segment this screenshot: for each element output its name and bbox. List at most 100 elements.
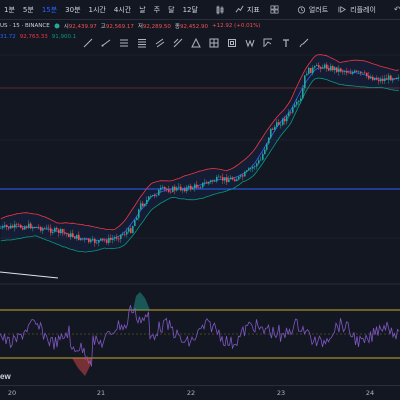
candle-body	[368, 75, 370, 79]
ohlc-open: 시92,439.97	[63, 24, 97, 30]
candle-body	[180, 186, 182, 191]
candle-body	[218, 176, 220, 178]
candle-body	[56, 227, 58, 230]
projection-tool[interactable]	[260, 35, 276, 51]
candle-body	[382, 79, 384, 82]
trendline-icon	[83, 38, 93, 48]
indicators-button[interactable]: 지표	[230, 0, 265, 20]
chart-type-button[interactable]	[210, 0, 230, 20]
ohlc-low: 저92,289.50	[137, 24, 171, 30]
drawn-trendline[interactable]	[0, 271, 59, 279]
candle-body	[230, 177, 232, 180]
candle-body	[356, 70, 358, 72]
timeframe-4h[interactable]: 4시간	[113, 5, 132, 14]
timeframe-12month[interactable]: 12달	[182, 5, 198, 14]
timeframe-5m[interactable]: 5분	[22, 5, 34, 14]
candle-body	[192, 188, 194, 190]
candle-body	[296, 101, 298, 105]
candle-body	[8, 227, 10, 229]
candle-body	[68, 233, 70, 238]
candle-body	[258, 160, 260, 164]
candle-body	[236, 179, 238, 182]
candle-body	[148, 196, 150, 201]
candle-body	[340, 68, 342, 72]
xabcd-pattern-icon	[245, 39, 255, 48]
timeframe-1h[interactable]: 1시간	[88, 5, 106, 14]
fib-tool[interactable]	[134, 35, 150, 51]
candle-body	[372, 77, 374, 81]
candle-body	[388, 75, 390, 80]
replay-button[interactable]: 리플레이	[333, 0, 381, 20]
candle-body	[272, 128, 274, 130]
horizontal-lines-tool[interactable]	[116, 35, 132, 51]
candle-body	[298, 100, 300, 102]
candle-body	[324, 64, 326, 68]
candles	[0, 62, 400, 247]
candle-body	[328, 68, 330, 71]
candle-body	[142, 203, 144, 206]
timeframe-30m[interactable]: 30분	[65, 5, 81, 14]
text-tool[interactable]	[278, 35, 294, 51]
candle-body	[198, 187, 200, 189]
timeframe-week[interactable]: 주	[153, 5, 161, 14]
candle-body	[30, 223, 32, 229]
layout-button[interactable]	[265, 0, 284, 20]
symbol-name[interactable]: US · 15 · BINANCE	[0, 23, 50, 29]
timeframe-month[interactable]: 달	[168, 5, 175, 14]
ohlc-close: 종92,452.90	[174, 24, 208, 30]
candle-body	[50, 228, 52, 233]
frame-icon	[228, 39, 236, 47]
channel-tool[interactable]	[152, 35, 168, 51]
tradingview-logo[interactable]: ew	[0, 372, 11, 381]
candle-body	[26, 226, 28, 228]
candle-body	[314, 66, 316, 68]
pitchfork-tool[interactable]	[170, 35, 186, 51]
candles-icon	[216, 5, 224, 14]
candle-body	[270, 128, 272, 138]
timeframe-1m[interactable]: 1분	[4, 5, 15, 14]
ohlc-high: 고92,569.17	[100, 24, 134, 30]
timeframe-day[interactable]: 날	[139, 5, 146, 14]
triangle-tool[interactable]	[188, 35, 204, 51]
candle-body	[300, 98, 302, 101]
indicators-label: 지표	[246, 5, 260, 14]
pattern-tool[interactable]	[242, 35, 258, 51]
candle-body	[110, 237, 112, 240]
candle-body	[246, 170, 248, 172]
status-dot-icon	[54, 23, 60, 29]
candle-body	[264, 149, 266, 154]
candle-body	[96, 242, 98, 244]
candle-body	[172, 186, 174, 193]
candle-body	[114, 237, 116, 239]
candle-body	[76, 234, 78, 239]
candle-body	[186, 187, 188, 192]
ray-tool[interactable]	[98, 35, 114, 51]
candle-body	[44, 228, 46, 229]
indicators-icon	[235, 5, 244, 13]
trendline-tool[interactable]	[80, 35, 96, 51]
candle-body	[212, 180, 214, 182]
candle-body	[332, 66, 334, 71]
timeframe-15m[interactable]: 15분	[41, 5, 58, 14]
candle-body	[122, 234, 124, 235]
alert-button[interactable]: 얼러트	[292, 0, 333, 20]
candle-body	[280, 124, 282, 126]
grid-tool[interactable]	[206, 35, 222, 51]
candle-body	[312, 67, 314, 73]
bb-value-3: 91,900.1	[51, 34, 77, 40]
candle-body	[330, 66, 332, 71]
candle-body	[316, 65, 318, 67]
candle-body	[32, 227, 34, 229]
candle-body	[278, 122, 280, 125]
undo-button[interactable]: ↶	[389, 0, 400, 20]
candle-body	[128, 228, 130, 232]
candle-body	[48, 227, 50, 229]
text-icon	[283, 39, 289, 47]
candle-body	[326, 64, 328, 69]
frame-tool[interactable]	[224, 35, 240, 51]
time-axis[interactable]: 20 21 22 23 24	[0, 385, 400, 400]
candle-body	[284, 118, 286, 122]
candle-body	[302, 88, 304, 99]
brush-tool[interactable]	[296, 35, 312, 51]
